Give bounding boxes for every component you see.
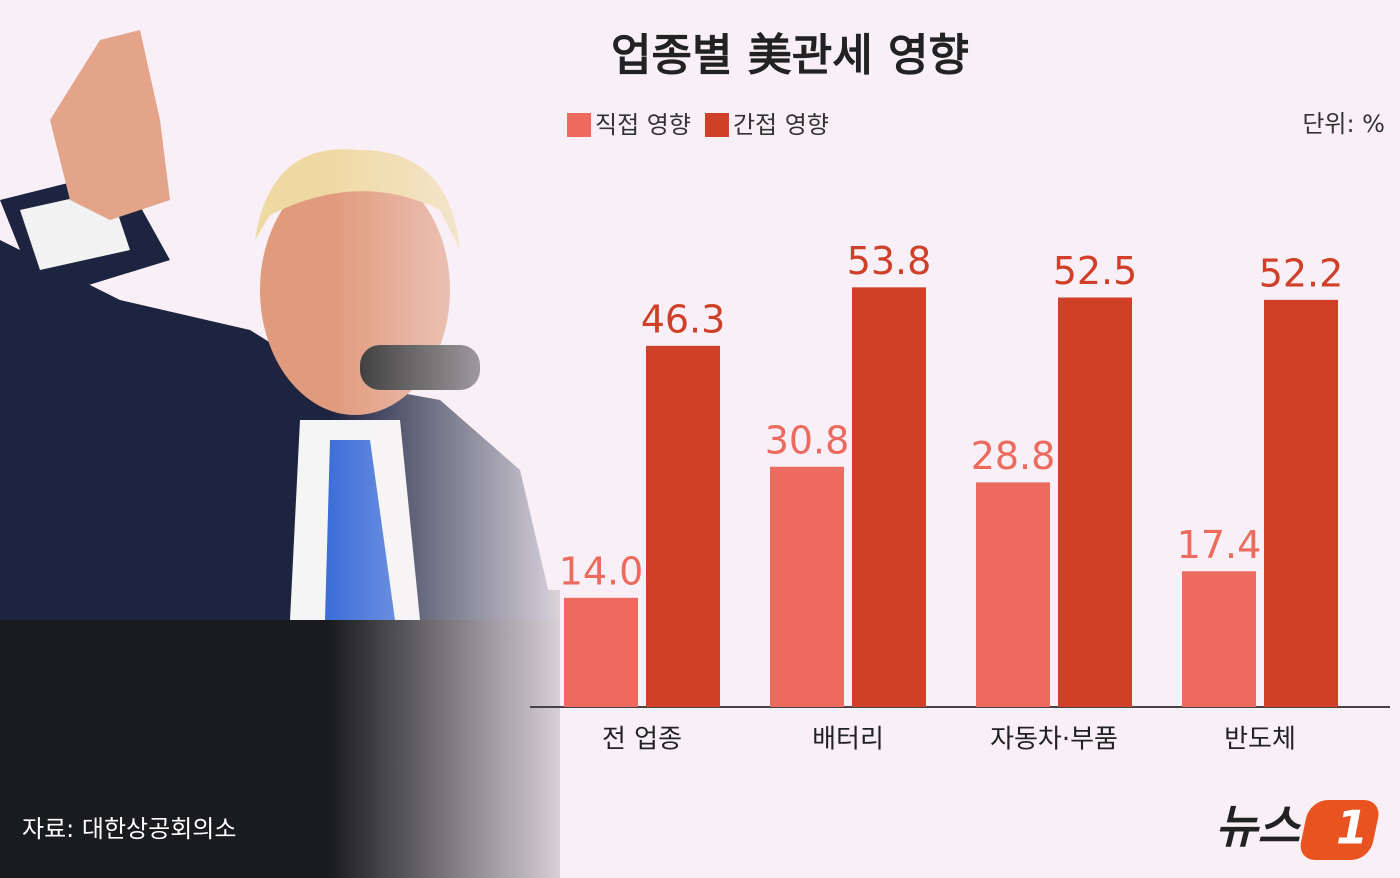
logo-mark: 1 bbox=[1336, 801, 1368, 855]
value-label: 17.4 bbox=[1177, 523, 1262, 567]
x-tick-label: 배터리 bbox=[812, 725, 884, 755]
value-label: 28.8 bbox=[971, 434, 1056, 478]
legend-label: 간접 영향 bbox=[733, 111, 829, 139]
value-label: 52.5 bbox=[1053, 249, 1138, 293]
value-label: 53.8 bbox=[847, 239, 932, 283]
bar bbox=[1182, 571, 1256, 707]
bar bbox=[852, 287, 926, 707]
source: 자료: 대한상공회의소 bbox=[22, 815, 236, 843]
unit-note: 단위: % bbox=[1302, 110, 1385, 138]
bar bbox=[1058, 297, 1132, 707]
chart-title: 업종별 美관세 영향 bbox=[611, 30, 969, 81]
value-label: 46.3 bbox=[641, 297, 726, 341]
logo-text: 뉴스 bbox=[1215, 800, 1301, 854]
bar bbox=[564, 597, 638, 707]
bar bbox=[770, 466, 844, 707]
photo bbox=[0, 0, 600, 878]
bar bbox=[646, 345, 720, 707]
legend-label: 직접 영향 bbox=[595, 111, 691, 139]
logo-badge bbox=[1300, 800, 1379, 860]
x-tick-label: 반도체 bbox=[1224, 725, 1296, 755]
legend-swatch bbox=[704, 113, 729, 137]
bar bbox=[1264, 299, 1338, 707]
bar bbox=[976, 482, 1050, 707]
legend-swatch bbox=[567, 113, 591, 137]
x-tick-label: 자동차·부품 bbox=[990, 725, 1118, 755]
value-label: 14.0 bbox=[559, 549, 644, 593]
logo: 뉴스 1 bbox=[1215, 800, 1379, 860]
value-label: 30.8 bbox=[765, 418, 850, 462]
x-tick-label: 전 업종 bbox=[602, 725, 682, 755]
value-label: 52.2 bbox=[1259, 251, 1344, 295]
